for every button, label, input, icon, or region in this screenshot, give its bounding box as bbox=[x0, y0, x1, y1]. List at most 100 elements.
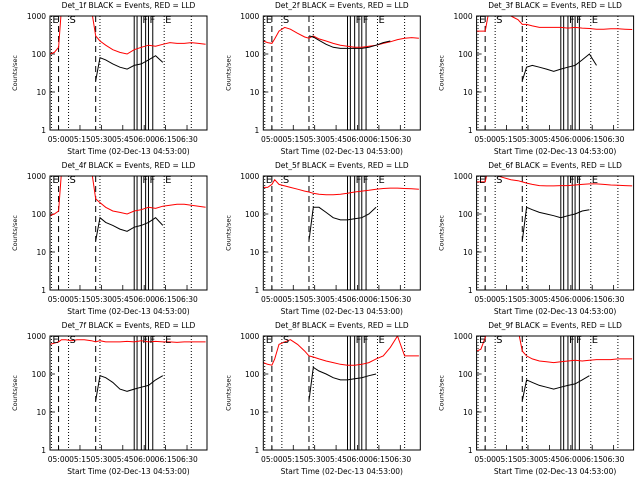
event-label: S bbox=[283, 335, 289, 346]
x-tick-label: 05:45 bbox=[539, 295, 561, 304]
x-tick-label: 05:15 bbox=[282, 455, 304, 464]
series-line bbox=[50, 339, 206, 345]
y-tick-label: 1 bbox=[468, 286, 473, 295]
plot bbox=[476, 336, 633, 450]
x-tick-label: 05:30 bbox=[91, 295, 113, 304]
y-tick-label: 1 bbox=[41, 286, 46, 295]
y-tick-label: 10 bbox=[36, 88, 46, 97]
series-line bbox=[95, 216, 164, 241]
event-label: F bbox=[356, 175, 362, 186]
y-axis-label: Counts/sec bbox=[224, 375, 232, 411]
x-tick-label: 06:30 bbox=[390, 295, 412, 304]
event-label: F bbox=[142, 175, 148, 186]
plot-frame bbox=[476, 15, 635, 131]
plot bbox=[50, 336, 206, 450]
x-tick-label: 06:00 bbox=[560, 455, 582, 464]
x-tick-label: 06:15 bbox=[368, 455, 390, 464]
y-tick-label: 10 bbox=[250, 408, 260, 417]
x-tick-label: 05:45 bbox=[539, 135, 561, 144]
x-tick-label: 06:15 bbox=[581, 295, 603, 304]
x-tick-label: 05:15 bbox=[69, 455, 91, 464]
x-tick-label: 05:00 bbox=[261, 135, 283, 144]
x-tick-label: 06:30 bbox=[390, 455, 412, 464]
event-label: F bbox=[363, 175, 369, 186]
plot-frame bbox=[49, 335, 208, 451]
x-axis-label: Start Time (02-Dec-13 04:53:00) bbox=[281, 307, 403, 316]
event-label: E bbox=[378, 15, 384, 26]
y-tick-label: 1 bbox=[255, 126, 260, 135]
y-tick-label: 100 bbox=[458, 50, 473, 59]
panel: Det_6f BLACK = Events, RED = LLD Start Ti… bbox=[438, 161, 635, 316]
x-tick-label: 05:15 bbox=[282, 295, 304, 304]
event-label: S bbox=[496, 175, 502, 186]
x-tick-label: 06:30 bbox=[603, 135, 625, 144]
event-label: E bbox=[52, 15, 58, 26]
y-tick-label: 100 bbox=[245, 370, 260, 379]
y-tick-label: 1 bbox=[41, 446, 46, 455]
event-label: F bbox=[356, 15, 362, 26]
event-label: F bbox=[576, 15, 582, 26]
y-tick-label: 100 bbox=[32, 370, 47, 379]
plot bbox=[476, 16, 633, 130]
y-tick-label: 10 bbox=[463, 88, 473, 97]
series-line bbox=[308, 366, 377, 401]
x-axis-label: Start Time (02-Dec-13 04:53:00) bbox=[67, 147, 189, 156]
series-line bbox=[476, 176, 633, 187]
plot bbox=[50, 176, 206, 290]
y-tick-label: 1000 bbox=[454, 172, 473, 181]
event-label: E bbox=[592, 175, 598, 186]
chart-title: Det_1f BLACK = Events, RED = LLD bbox=[62, 1, 196, 10]
x-tick-label: 06:00 bbox=[133, 455, 155, 464]
y-tick-label: 1 bbox=[468, 446, 473, 455]
chart-title: Det_4f BLACK = Events, RED = LLD bbox=[62, 161, 196, 170]
y-axis-label: Counts/sec bbox=[11, 375, 19, 411]
panel: Det_2f BLACK = Events, RED = LLD Start Ti… bbox=[224, 1, 421, 156]
y-axis-label: Counts/sec bbox=[438, 375, 446, 411]
x-tick-label: 06:00 bbox=[347, 295, 369, 304]
x-tick-label: 05:45 bbox=[112, 135, 134, 144]
event-label: F bbox=[576, 335, 582, 346]
plot bbox=[263, 16, 419, 130]
x-tick-label: 05:00 bbox=[474, 135, 496, 144]
event-label: S bbox=[496, 15, 502, 26]
x-tick-label: 06:00 bbox=[347, 135, 369, 144]
plot-frame bbox=[262, 335, 421, 451]
event-label: F bbox=[576, 175, 582, 186]
y-tick-label: 10 bbox=[463, 248, 473, 257]
event-label: S bbox=[70, 335, 76, 346]
event-label: F bbox=[149, 175, 155, 186]
event-label: E bbox=[266, 175, 272, 186]
event-label: F bbox=[356, 335, 362, 346]
x-tick-label: 06:30 bbox=[603, 455, 625, 464]
x-tick-label: 05:15 bbox=[496, 455, 518, 464]
panel: Det_1f BLACK = Events, RED = LLD Start Ti… bbox=[11, 1, 208, 156]
x-tick-label: 06:30 bbox=[176, 135, 198, 144]
y-axis-label: Counts/sec bbox=[224, 55, 232, 91]
plot-frame bbox=[262, 175, 421, 291]
x-axis-label: Start Time (02-Dec-13 04:53:00) bbox=[494, 307, 616, 316]
y-axis-label: Counts/sec bbox=[11, 215, 19, 251]
x-tick-label: 05:30 bbox=[304, 455, 326, 464]
event-label: E bbox=[165, 15, 171, 26]
x-tick-label: 05:45 bbox=[325, 135, 347, 144]
y-tick-label: 1000 bbox=[27, 172, 46, 181]
x-tick-label: 05:45 bbox=[325, 295, 347, 304]
x-tick-label: 05:45 bbox=[539, 455, 561, 464]
x-tick-label: 06:15 bbox=[368, 135, 390, 144]
x-tick-label: 06:00 bbox=[347, 455, 369, 464]
panel: Det_3f BLACK = Events, RED = LLD Start Ti… bbox=[438, 1, 635, 156]
event-label: F bbox=[569, 335, 575, 346]
y-tick-label: 1 bbox=[468, 126, 473, 135]
event-label: E bbox=[52, 335, 58, 346]
x-tick-label: 05:30 bbox=[517, 455, 539, 464]
series-line bbox=[263, 336, 419, 366]
event-label: F bbox=[142, 335, 148, 346]
event-label: E bbox=[479, 175, 485, 186]
x-tick-label: 05:30 bbox=[517, 295, 539, 304]
event-label: F bbox=[149, 335, 155, 346]
x-tick-label: 05:15 bbox=[69, 295, 91, 304]
x-axis-label: Start Time (02-Dec-13 04:53:00) bbox=[281, 147, 403, 156]
x-tick-label: 05:15 bbox=[69, 135, 91, 144]
